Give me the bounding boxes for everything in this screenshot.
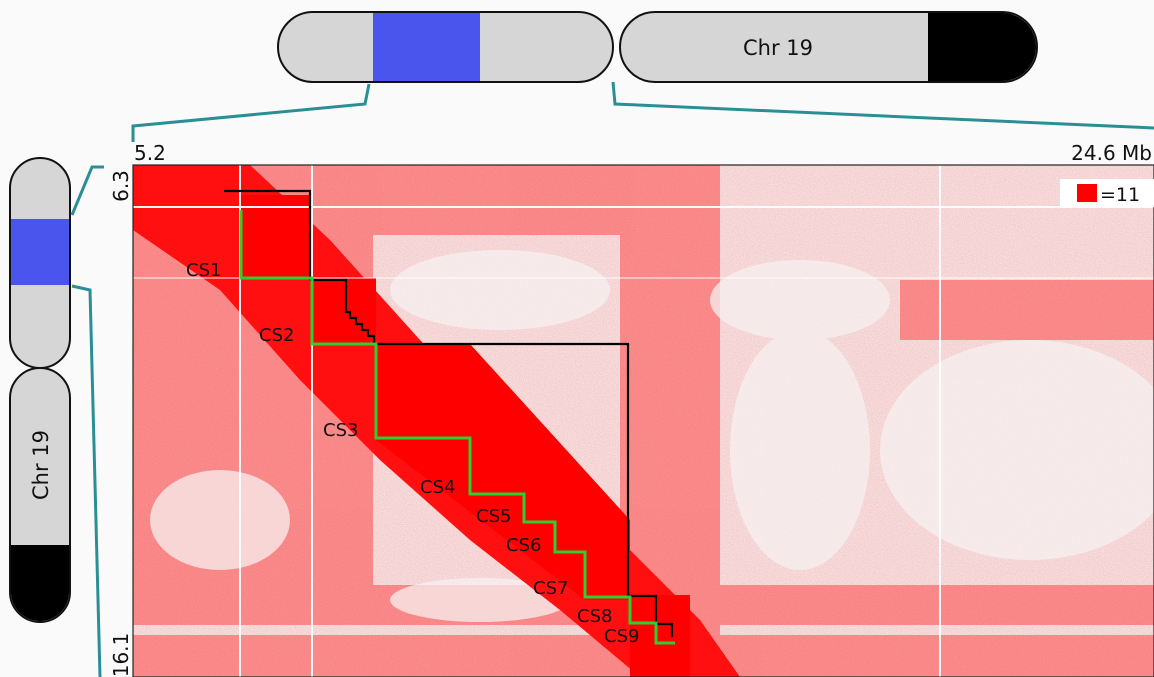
cs-labels: CS1 CS2 CS3 CS4 CS5 CS6 CS7 CS8 CS9	[186, 260, 639, 647]
scale-legend: =11	[1060, 179, 1154, 207]
cs-label: CS8	[577, 606, 612, 627]
cs-label: CS3	[323, 420, 358, 441]
scale-legend-swatch	[1077, 184, 1097, 202]
heatmap-frame	[132, 164, 1154, 677]
x-axis-end-label: 24.6 Mb	[1071, 141, 1152, 165]
telomere-black-top	[928, 13, 1036, 81]
hic-heatmap	[133, 165, 1154, 677]
cs-label: CS1	[186, 260, 221, 281]
highlight-band-left	[11, 219, 69, 285]
y-axis-end-label: 16.1	[109, 633, 133, 677]
cs-label: CS4	[420, 477, 455, 498]
chromosome-top-label: Chr 19	[743, 36, 813, 60]
cs-label: CS6	[506, 535, 541, 556]
cs-label: CS2	[259, 325, 294, 346]
cs-path	[239, 210, 675, 645]
chromosome-top: Chr 19	[277, 11, 1038, 83]
chromosome-left: Chr 19	[9, 157, 71, 623]
y-axis-start-label: 6.3	[109, 170, 133, 202]
cs-label: CS9	[604, 626, 639, 647]
zoom-lines-top	[131, 81, 1154, 142]
scale-legend-label: =11	[1100, 184, 1140, 206]
cs-label: CS5	[476, 506, 511, 527]
telomere-black-left	[11, 545, 69, 621]
x-axis-start-label: 5.2	[134, 141, 166, 165]
highlight-band-top	[373, 13, 480, 81]
chromosome-left-label: Chr 19	[29, 430, 53, 500]
zoom-lines-left	[70, 165, 104, 677]
cs-label: CS7	[533, 578, 568, 599]
